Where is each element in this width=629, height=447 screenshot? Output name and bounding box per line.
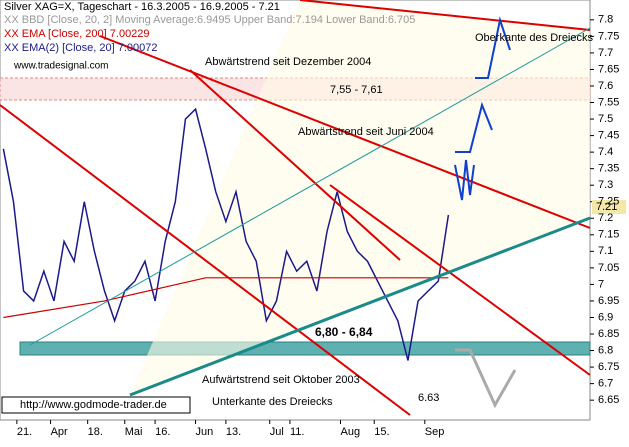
projection	[454, 16, 511, 201]
annotation: Aufwärtstrend seit Oktober 2003	[202, 374, 360, 386]
url-box	[1, 396, 191, 414]
y-tick-label: 7.7	[598, 47, 613, 59]
y-tick-label: 7.2	[598, 212, 613, 224]
y-tick-label: 7.05	[598, 262, 619, 274]
header: XX EMA [Close, 200] 7.00229	[4, 28, 150, 40]
url: http://www.godmode-trader.de	[20, 399, 167, 411]
y-tick-label: 7	[598, 278, 604, 290]
x-tick-label: 15.	[374, 426, 389, 438]
y-tick-label: 6.65	[598, 394, 619, 406]
x-tick-label: 18.	[88, 426, 103, 438]
header: XX BBD [Close, 20, 2] Moving Average:6.9…	[4, 14, 415, 26]
x-tick-label: 16.	[155, 426, 170, 438]
last-label: 7.21	[596, 201, 617, 213]
x-tick-label: Apr	[51, 426, 68, 438]
header: Silver XAG=X, Tageschart - 16.3.2005 - 1…	[4, 1, 280, 13]
x-tick-label: Aug	[341, 426, 361, 438]
trendlines	[0, 0, 591, 416]
x-tick-label: 13.	[226, 426, 241, 438]
trendline	[0, 104, 411, 416]
y-tick-label: 7.6	[598, 80, 613, 92]
annotation: Unterkante des Dreiecks	[212, 396, 333, 408]
x-tick-label: Jul	[270, 426, 284, 438]
source: www.tradesignal.com	[13, 61, 108, 72]
y-tick-label: 7.8	[598, 14, 613, 26]
y-tick-label: 6.75	[598, 361, 619, 373]
support-zone	[19, 341, 591, 356]
annotation: 7,55 - 7,61	[330, 84, 383, 96]
x-tick-label: Jun	[196, 426, 214, 438]
y-tick-label: 6.7	[598, 378, 613, 390]
y-tick-label: 7.75	[598, 30, 619, 42]
x-tick-label: 21.	[17, 426, 32, 438]
annotation: 6,80 - 6,84	[315, 325, 373, 339]
y-tick-label: 7.55	[598, 96, 619, 108]
annotation: 6.63	[418, 392, 439, 404]
x-tick-label: Sep	[425, 426, 445, 438]
series-line	[2, 107, 450, 361]
trendline	[189, 69, 401, 261]
y-tick-label: 7.5	[598, 113, 613, 125]
y-tick-label: 6.95	[598, 295, 619, 307]
uptrend	[129, 216, 591, 397]
y-tick-label: 6.85	[598, 328, 619, 340]
series-line	[3, 277, 449, 319]
alt-projection	[455, 348, 517, 409]
uptrend-thin	[29, 27, 591, 346]
annotation: Abwärtstrend seit Juni 2004	[298, 126, 434, 138]
header: XX EMA(2) [Close, 20] 7.00072	[4, 42, 157, 54]
y-tick-label: 6.9	[598, 311, 613, 323]
y-tick-label: 7.25	[598, 196, 619, 208]
y-tick-label: 7.4	[598, 146, 613, 158]
y-tick-label: 7.15	[598, 229, 619, 241]
trendline	[299, 0, 591, 31]
x-tick-label: Mai	[125, 426, 143, 438]
y-tick-label: 7.65	[598, 63, 619, 75]
trendline	[99, 35, 591, 229]
triangle	[130, 0, 590, 395]
y-tick-label: 7.3	[598, 179, 613, 191]
y-tick-label: 7.35	[598, 163, 619, 175]
trendline	[329, 184, 591, 376]
y-tick-label: 7.45	[598, 129, 619, 141]
annotation: Abwärtstrend seit Dezember 2004	[205, 56, 371, 68]
x-tick-label: 11.	[290, 426, 304, 438]
y-tick-label: 7.1	[598, 245, 613, 257]
annotation: Oberkante des Dreiecks	[475, 32, 593, 44]
last-box	[592, 200, 626, 214]
y-tick-label: 6.8	[598, 344, 613, 356]
